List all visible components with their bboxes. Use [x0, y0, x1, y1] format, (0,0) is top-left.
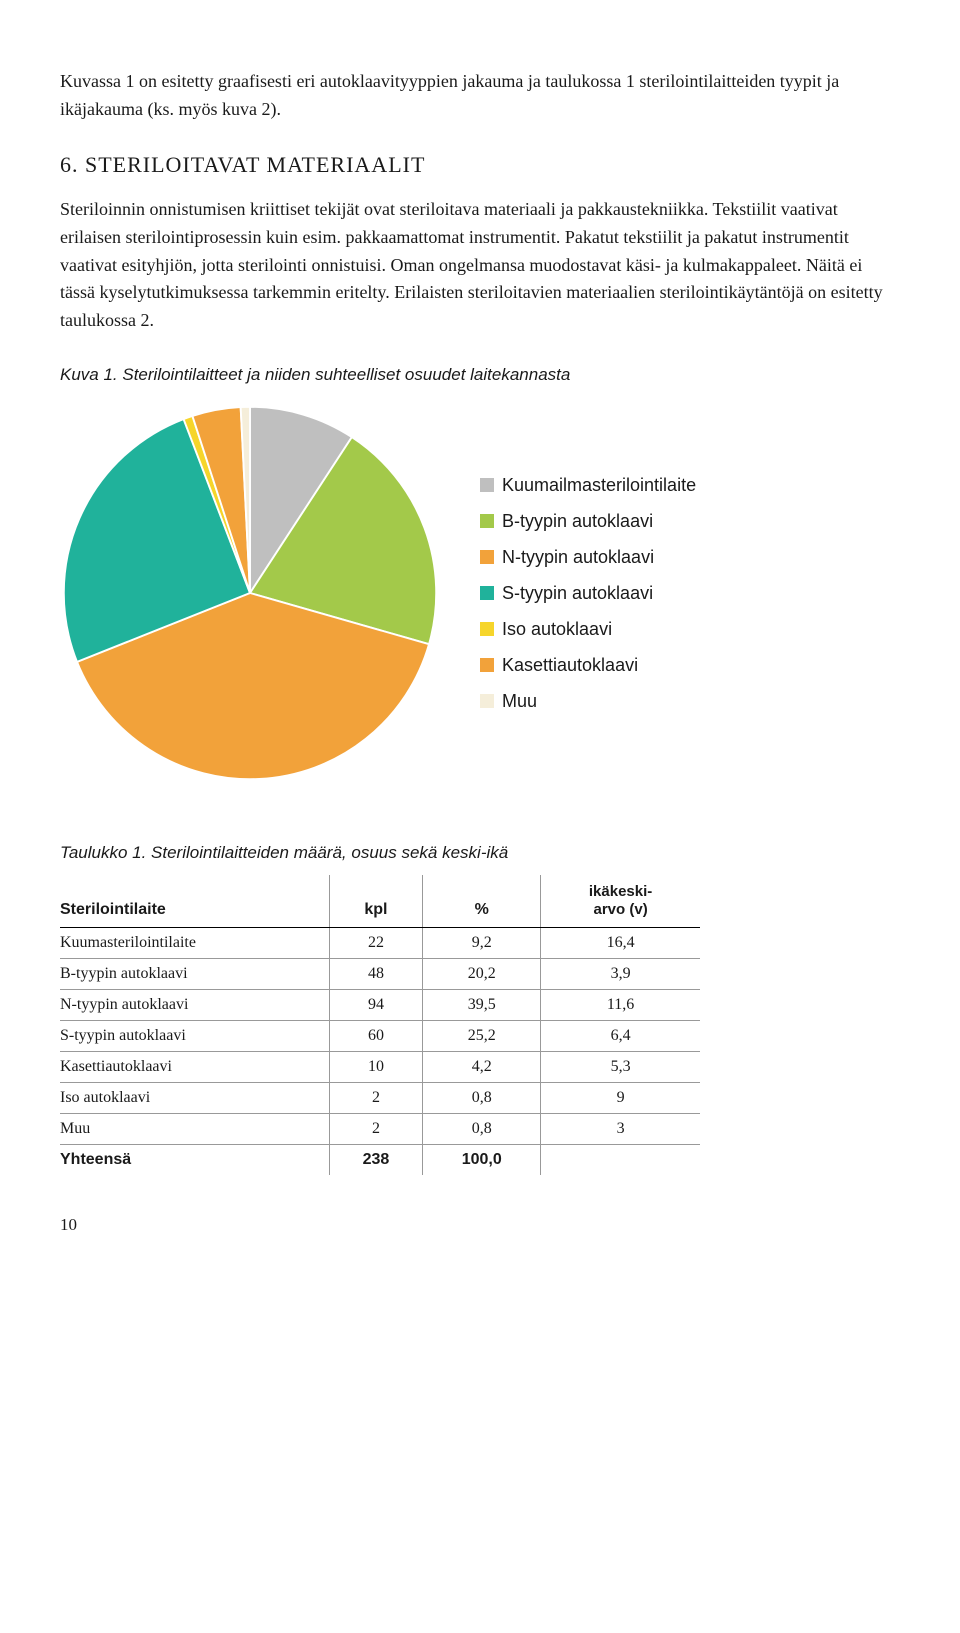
cell-value: 2 [329, 1083, 423, 1114]
legend-swatch [480, 514, 494, 528]
legend-item: Kasettiautoklaavi [480, 647, 696, 683]
cell-value: 0,8 [423, 1114, 541, 1145]
intro-paragraph: Kuvassa 1 on esitetty graafisesti eri au… [60, 68, 900, 124]
cell-value: 6,4 [541, 1021, 700, 1052]
legend-label: Kasettiautoklaavi [502, 647, 638, 683]
cell-value: 60 [329, 1021, 423, 1052]
cell-value: 9,2 [423, 928, 541, 959]
table-total-row: Yhteensä238100,0 [60, 1145, 700, 1176]
cell-value: 48 [329, 959, 423, 990]
legend-swatch [480, 622, 494, 636]
cell-value: 3,9 [541, 959, 700, 990]
legend-swatch [480, 658, 494, 672]
figure-caption: Kuva 1. Sterilointilaitteet ja niiden su… [60, 365, 900, 385]
legend-item: N-tyypin autoklaavi [480, 539, 696, 575]
cell-value: 5,3 [541, 1052, 700, 1083]
cell-label: Kasettiautoklaavi [60, 1052, 329, 1083]
cell-value: 22 [329, 928, 423, 959]
cell-label: B-tyypin autoklaavi [60, 959, 329, 990]
table-caption: Taulukko 1. Sterilointilaitteiden määrä,… [60, 843, 900, 863]
table-row: S-tyypin autoklaavi6025,26,4 [60, 1021, 700, 1052]
data-table: Sterilointilaite kpl % ikäkeski- arvo (v… [60, 875, 700, 1175]
total-value: 100,0 [423, 1145, 541, 1176]
legend-swatch [480, 586, 494, 600]
legend-item: Muu [480, 683, 696, 719]
cell-label: S-tyypin autoklaavi [60, 1021, 329, 1052]
legend-label: N-tyypin autoklaavi [502, 539, 654, 575]
page-number: 10 [60, 1215, 900, 1235]
legend-label: B-tyypin autoklaavi [502, 503, 653, 539]
cell-value: 11,6 [541, 990, 700, 1021]
legend-swatch [480, 550, 494, 564]
cell-value: 0,8 [423, 1083, 541, 1114]
cell-value: 9 [541, 1083, 700, 1114]
col-age: ikäkeski- arvo (v) [541, 875, 700, 928]
chart-area: KuumailmasterilointilaiteB-tyypin autokl… [60, 403, 900, 783]
total-value: 238 [329, 1145, 423, 1176]
table-row: Iso autoklaavi20,89 [60, 1083, 700, 1114]
table-row: B-tyypin autoklaavi4820,23,9 [60, 959, 700, 990]
cell-label: Kuumasterilointilaite [60, 928, 329, 959]
table-row: Kasettiautoklaavi104,25,3 [60, 1052, 700, 1083]
pie-chart [60, 403, 440, 783]
legend-label: Iso autoklaavi [502, 611, 612, 647]
legend-label: Kuumailmasterilointilaite [502, 467, 696, 503]
table-row: Muu20,83 [60, 1114, 700, 1145]
col-pct: % [423, 875, 541, 928]
col-device: Sterilointilaite [60, 875, 329, 928]
cell-label: Iso autoklaavi [60, 1083, 329, 1114]
table-row: Kuumasterilointilaite229,216,4 [60, 928, 700, 959]
cell-value: 94 [329, 990, 423, 1021]
table-row: N-tyypin autoklaavi9439,511,6 [60, 990, 700, 1021]
legend-swatch [480, 478, 494, 492]
cell-value: 25,2 [423, 1021, 541, 1052]
col-kpl: kpl [329, 875, 423, 928]
legend-label: Muu [502, 683, 537, 719]
cell-value: 3 [541, 1114, 700, 1145]
cell-label: Muu [60, 1114, 329, 1145]
section-body: Steriloinnin onnistumisen kriittiset tek… [60, 196, 900, 335]
legend-item: Iso autoklaavi [480, 611, 696, 647]
cell-value: 10 [329, 1052, 423, 1083]
total-label: Yhteensä [60, 1145, 329, 1176]
table-header-row: Sterilointilaite kpl % ikäkeski- arvo (v… [60, 875, 700, 928]
legend-label: S-tyypin autoklaavi [502, 575, 653, 611]
legend-item: S-tyypin autoklaavi [480, 575, 696, 611]
cell-value: 4,2 [423, 1052, 541, 1083]
chart-legend: KuumailmasterilointilaiteB-tyypin autokl… [480, 467, 696, 719]
legend-swatch [480, 694, 494, 708]
legend-item: Kuumailmasterilointilaite [480, 467, 696, 503]
section-heading: 6. STERILOITAVAT MATERIAALIT [60, 152, 900, 178]
cell-value: 20,2 [423, 959, 541, 990]
cell-value: 2 [329, 1114, 423, 1145]
total-value [541, 1145, 700, 1176]
legend-item: B-tyypin autoklaavi [480, 503, 696, 539]
cell-value: 16,4 [541, 928, 700, 959]
cell-value: 39,5 [423, 990, 541, 1021]
cell-label: N-tyypin autoklaavi [60, 990, 329, 1021]
